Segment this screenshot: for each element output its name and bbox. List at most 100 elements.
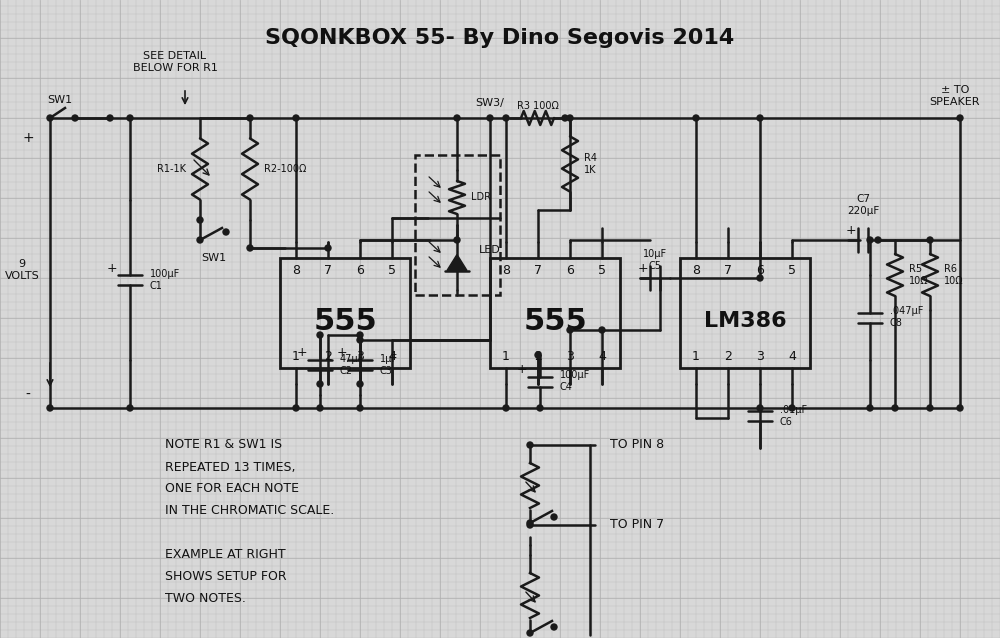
- Text: C7
220μF: C7 220μF: [847, 194, 879, 216]
- Text: R3 100Ω: R3 100Ω: [517, 101, 558, 111]
- Circle shape: [757, 405, 763, 411]
- Circle shape: [487, 115, 493, 121]
- Circle shape: [867, 405, 873, 411]
- Circle shape: [317, 381, 323, 387]
- Text: 100μF: 100μF: [560, 371, 590, 380]
- Text: LED: LED: [479, 245, 501, 255]
- Text: 6: 6: [566, 263, 574, 276]
- Bar: [415, 155, 500, 295]
- Text: C3: C3: [380, 366, 393, 376]
- Text: 3: 3: [356, 350, 364, 362]
- Circle shape: [562, 115, 568, 121]
- Text: 8: 8: [502, 263, 510, 276]
- Circle shape: [357, 381, 363, 387]
- Text: SW1: SW1: [47, 95, 73, 105]
- Circle shape: [454, 237, 460, 243]
- Text: 2: 2: [534, 350, 542, 362]
- Circle shape: [527, 522, 533, 528]
- Text: 1: 1: [292, 350, 300, 362]
- Text: LM386: LM386: [704, 311, 786, 331]
- Circle shape: [567, 327, 573, 333]
- Text: 9
VOLTS: 9 VOLTS: [5, 259, 39, 281]
- Text: 1μF: 1μF: [380, 354, 398, 364]
- Circle shape: [551, 624, 557, 630]
- Circle shape: [927, 405, 933, 411]
- Text: 2: 2: [324, 350, 332, 362]
- Bar: [280, 258, 410, 368]
- Text: 47μF: 47μF: [340, 354, 364, 364]
- Text: SW1: SW1: [201, 253, 227, 263]
- Text: IN THE CHROMATIC SCALE.: IN THE CHROMATIC SCALE.: [165, 505, 334, 517]
- Circle shape: [197, 237, 203, 243]
- Circle shape: [503, 115, 509, 121]
- Circle shape: [223, 229, 229, 235]
- Text: ONE FOR EACH NOTE: ONE FOR EACH NOTE: [165, 482, 299, 496]
- Text: SHOWS SETUP FOR: SHOWS SETUP FOR: [165, 570, 287, 584]
- Text: 555: 555: [523, 306, 587, 336]
- Text: +: +: [22, 131, 34, 145]
- Text: 4: 4: [598, 350, 606, 362]
- Circle shape: [197, 217, 203, 223]
- Circle shape: [107, 115, 113, 121]
- Circle shape: [127, 405, 133, 411]
- Text: TO PIN 7: TO PIN 7: [610, 519, 664, 531]
- Text: -: -: [26, 388, 30, 402]
- Text: TWO NOTES.: TWO NOTES.: [165, 593, 246, 605]
- Text: +: +: [337, 346, 347, 359]
- Text: SPEAKER: SPEAKER: [930, 97, 980, 107]
- Text: REPEATED 13 TIMES,: REPEATED 13 TIMES,: [165, 461, 296, 473]
- Text: 8: 8: [292, 263, 300, 276]
- Text: SEE DETAIL
BELOW FOR R1: SEE DETAIL BELOW FOR R1: [133, 51, 217, 73]
- Text: 10μF
C5: 10μF C5: [643, 249, 667, 271]
- Text: 4: 4: [388, 350, 396, 362]
- Polygon shape: [447, 255, 467, 271]
- Circle shape: [293, 405, 299, 411]
- Text: +: +: [107, 262, 117, 274]
- Circle shape: [293, 115, 299, 121]
- Text: .047μF: .047μF: [890, 306, 923, 316]
- Circle shape: [551, 514, 557, 520]
- Circle shape: [454, 115, 460, 121]
- Bar: [680, 258, 810, 368]
- Text: +: +: [297, 346, 307, 359]
- Text: 3: 3: [756, 350, 764, 362]
- Circle shape: [537, 405, 543, 411]
- Bar: [490, 258, 620, 368]
- Circle shape: [867, 237, 873, 243]
- Circle shape: [325, 245, 331, 251]
- Circle shape: [527, 520, 533, 526]
- Circle shape: [247, 115, 253, 121]
- Circle shape: [317, 405, 323, 411]
- Text: 1: 1: [692, 350, 700, 362]
- Text: R2-100Ω: R2-100Ω: [264, 164, 306, 174]
- Circle shape: [357, 337, 363, 343]
- Circle shape: [567, 115, 573, 121]
- Text: NOTE R1 & SW1 IS: NOTE R1 & SW1 IS: [165, 438, 282, 452]
- Circle shape: [527, 630, 533, 636]
- Circle shape: [357, 405, 363, 411]
- Circle shape: [47, 405, 53, 411]
- Circle shape: [535, 352, 541, 358]
- Text: 2: 2: [724, 350, 732, 362]
- Circle shape: [47, 115, 53, 121]
- Circle shape: [527, 442, 533, 448]
- Text: C6: C6: [780, 417, 793, 427]
- Text: C4: C4: [560, 383, 573, 392]
- Circle shape: [892, 405, 898, 411]
- Text: 7: 7: [724, 263, 732, 276]
- Text: R4
1K: R4 1K: [584, 153, 597, 175]
- Circle shape: [957, 405, 963, 411]
- Text: C1: C1: [150, 281, 163, 291]
- Text: EXAMPLE AT RIGHT: EXAMPLE AT RIGHT: [165, 549, 286, 561]
- Circle shape: [503, 405, 509, 411]
- Text: 6: 6: [356, 263, 364, 276]
- Circle shape: [247, 245, 253, 251]
- Circle shape: [927, 237, 933, 243]
- Text: 5: 5: [388, 263, 396, 276]
- Text: +: +: [517, 363, 527, 376]
- Text: +: +: [846, 223, 856, 237]
- Text: +: +: [638, 262, 648, 274]
- Text: R6
10Ω: R6 10Ω: [944, 264, 964, 286]
- Text: .01μF: .01μF: [780, 405, 807, 415]
- Text: C8: C8: [890, 318, 903, 329]
